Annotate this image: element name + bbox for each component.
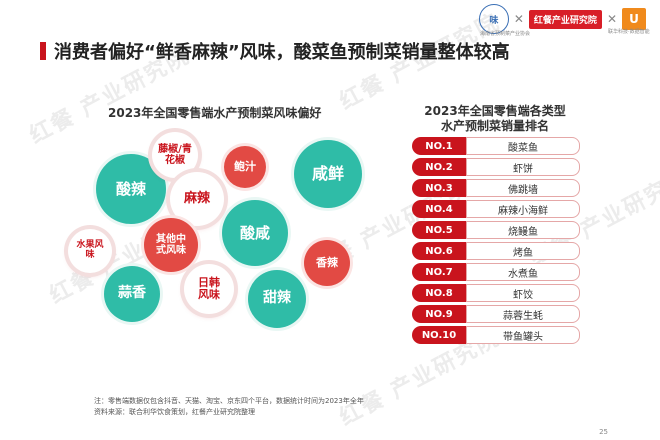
unicom-logo: U	[622, 8, 646, 30]
ranking-row: NO.3 佛跳墙	[412, 179, 582, 197]
rank-dish-name: 麻辣小海鲜	[466, 200, 580, 218]
rank-dish-name: 烧鳗鱼	[466, 221, 580, 239]
ranking-row: NO.8 虾饺	[412, 284, 582, 302]
flavor-bubble: 咸鲜	[294, 140, 362, 208]
rank-badge: NO.10	[412, 326, 466, 344]
rank-dish-name: 蒜蓉生蚝	[466, 305, 580, 323]
rank-dish-name: 水煮鱼	[466, 263, 580, 281]
ranking-row: NO.2 虾饼	[412, 158, 582, 176]
ranking-row: NO.7 水煮鱼	[412, 263, 582, 281]
header-logos: 味 ✕ 红餐产业研究院 ✕ U	[478, 4, 646, 34]
flavor-bubble: 香辣	[304, 240, 350, 286]
page-number: 25	[599, 428, 608, 436]
rank-dish-name: 带鱼罐头	[466, 326, 580, 344]
rank-badge: NO.6	[412, 242, 466, 260]
ranking-row: NO.6 烤鱼	[412, 242, 582, 260]
flavor-bubble: 蒜香	[104, 266, 160, 322]
rank-badge: NO.7	[412, 263, 466, 281]
flavor-bubble: 藤椒/青花椒	[152, 132, 198, 178]
ranking-row: NO.9 蒜蓉生蚝	[412, 305, 582, 323]
times-icon: ✕	[513, 12, 524, 26]
flavor-bubble: 麻辣	[170, 172, 224, 226]
flavor-bubble: 酸咸	[222, 200, 288, 266]
rank-dish-name: 酸菜鱼	[466, 137, 580, 155]
rank-badge: NO.2	[412, 158, 466, 176]
ranking-row: NO.1 酸菜鱼	[412, 137, 582, 155]
rank-badge: NO.3	[412, 179, 466, 197]
rank-dish-name: 烤鱼	[466, 242, 580, 260]
page-title: 消费者偏好“鲜香麻辣”风味，酸菜鱼预制菜销量整体较高	[54, 42, 510, 63]
flavor-bubble: 甜辣	[248, 270, 306, 328]
rank-badge: NO.4	[412, 200, 466, 218]
flavor-chart-title: 2023年全国零售端水产预制菜风味偏好	[108, 106, 322, 120]
rank-badge: NO.1	[412, 137, 466, 155]
rank-dish-name: 虾饼	[466, 158, 580, 176]
ranking-title-line1: 2023年全国零售端各类型	[424, 104, 566, 118]
ranking-row: NO.10 带鱼罐头	[412, 326, 582, 344]
ranking-title-line2: 水产预制菜销量排名	[440, 119, 549, 133]
times-icon: ✕	[606, 12, 617, 26]
ranking-row: NO.4 麻辣小海鲜	[412, 200, 582, 218]
rank-dish-name: 佛跳墙	[466, 179, 580, 197]
rank-badge: NO.8	[412, 284, 466, 302]
title-accent-bar	[40, 42, 46, 60]
footnote: 注：零售端数据仅包含抖音、天猫、淘宝、京东四个平台，数据统计时间为2023年全年	[94, 397, 364, 405]
rank-badge: NO.5	[412, 221, 466, 239]
flavor-bubble: 水果风味	[68, 229, 112, 273]
ranking-title: 2023年全国零售端各类型 水产预制菜销量排名	[410, 104, 580, 134]
flavor-bubble: 其他中式风味	[144, 218, 198, 272]
source-note: 资料来源：联合利华饮食策划，红餐产业研究院整理	[94, 408, 255, 416]
seal-caption: 海南省预制菜产业协会	[480, 31, 531, 37]
association-seal-logo: 味	[478, 4, 509, 34]
rank-badge: NO.9	[412, 305, 466, 323]
unicom-caption: 联华科技·数据智能	[608, 29, 650, 35]
rank-dish-name: 虾饺	[466, 284, 580, 302]
hongcan-logo: 红餐产业研究院	[528, 9, 602, 29]
flavor-bubble: 鲍汁	[224, 146, 266, 188]
ranking-row: NO.5 烧鳗鱼	[412, 221, 582, 239]
flavor-bubble: 日韩风味	[184, 264, 234, 314]
